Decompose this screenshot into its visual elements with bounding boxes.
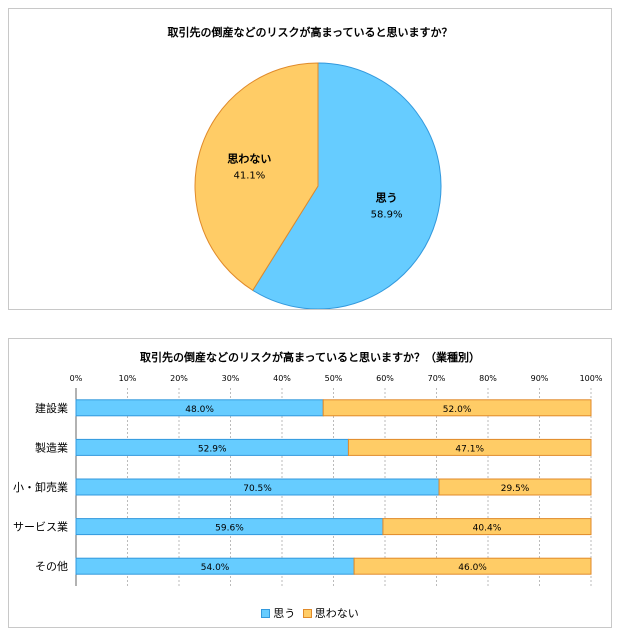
pie-slice-no: [194, 62, 319, 291]
legend-swatch-no: [302, 608, 312, 618]
bar-data-label: 40.4%: [473, 524, 502, 534]
legend-item-no: 思わない: [302, 605, 359, 621]
pie-slice-yes: [252, 62, 442, 309]
x-tick-label: 20%: [170, 374, 188, 383]
bar-data-label: 29.5%: [501, 484, 530, 494]
bar-data-label: 52.0%: [443, 405, 472, 415]
bar-data-label: 52.9%: [198, 444, 227, 454]
x-tick-label: 30%: [222, 374, 240, 383]
bar-chart: 0% 10% 20% 30% 40% 50% 60% 70% 80% 90% 100% 建設業 48.0…: [13, 374, 603, 586]
bar-data-label: 70.5%: [243, 484, 272, 494]
bar-data-label: 46.0%: [458, 563, 487, 573]
legend-label-no: 思わない: [314, 607, 359, 620]
bar-segment-no: [353, 557, 592, 575]
x-tick-label: 0%: [70, 374, 83, 383]
x-tick-label: 40%: [273, 374, 291, 383]
legend-label-yes: 思う: [273, 607, 296, 620]
bar-data-label: 47.1%: [455, 444, 484, 454]
bar-segment-no: [322, 399, 592, 417]
bar-segment-no: [347, 438, 592, 456]
category-label: その他: [35, 560, 68, 573]
bar-chart-legend: 思う 思わない: [9, 605, 611, 621]
category-label: 小・卸売業: [13, 480, 68, 494]
category-label: 製造業: [35, 440, 68, 454]
x-tick-label: 100%: [580, 374, 603, 383]
bar-chart-panel: 取引先の倒産などのリスクが高まっていると思いますか？（業種別） 0% 10% 20%…: [8, 338, 612, 628]
x-tick-label: 10%: [119, 374, 137, 383]
pie-slice-value-no: 41.1%: [234, 170, 266, 181]
x-tick-label: 80%: [479, 374, 497, 383]
bar-data-label: 54.0%: [201, 563, 230, 573]
bar-chart-title: 取引先の倒産などのリスクが高まっていると思いますか？（業種別）: [139, 351, 480, 364]
pie-slice-name-no: 思わない: [227, 152, 271, 165]
legend-item-yes: 思う: [261, 605, 295, 621]
bar-segment-no: [382, 518, 592, 536]
bar-segment-no: [438, 478, 592, 496]
category-label: サービス業: [13, 521, 68, 534]
x-tick-label: 60%: [376, 374, 394, 383]
pie-slice-value-yes: 58.9%: [371, 210, 403, 221]
x-tick-label: 50%: [325, 374, 343, 383]
x-tick-label: 70%: [428, 374, 446, 383]
legend-swatch-yes: [261, 608, 271, 618]
pie-chart: 思う 58.9% 思わない 41.1%: [194, 62, 442, 309]
pie-slice-name-yes: 思う: [376, 192, 398, 205]
pie-chart-title: 取引先の倒産などのリスクが高まっていると思いますか？: [167, 26, 453, 39]
bar-data-label: 48.0%: [185, 405, 214, 415]
category-label: 建設業: [35, 401, 68, 415]
pie-chart-panel: 取引先の倒産などのリスクが高まっていると思いますか？ 思う 58.9% 思わない 41…: [8, 8, 612, 310]
bar-data-label: 59.6%: [215, 524, 244, 534]
x-tick-label: 90%: [531, 374, 549, 383]
